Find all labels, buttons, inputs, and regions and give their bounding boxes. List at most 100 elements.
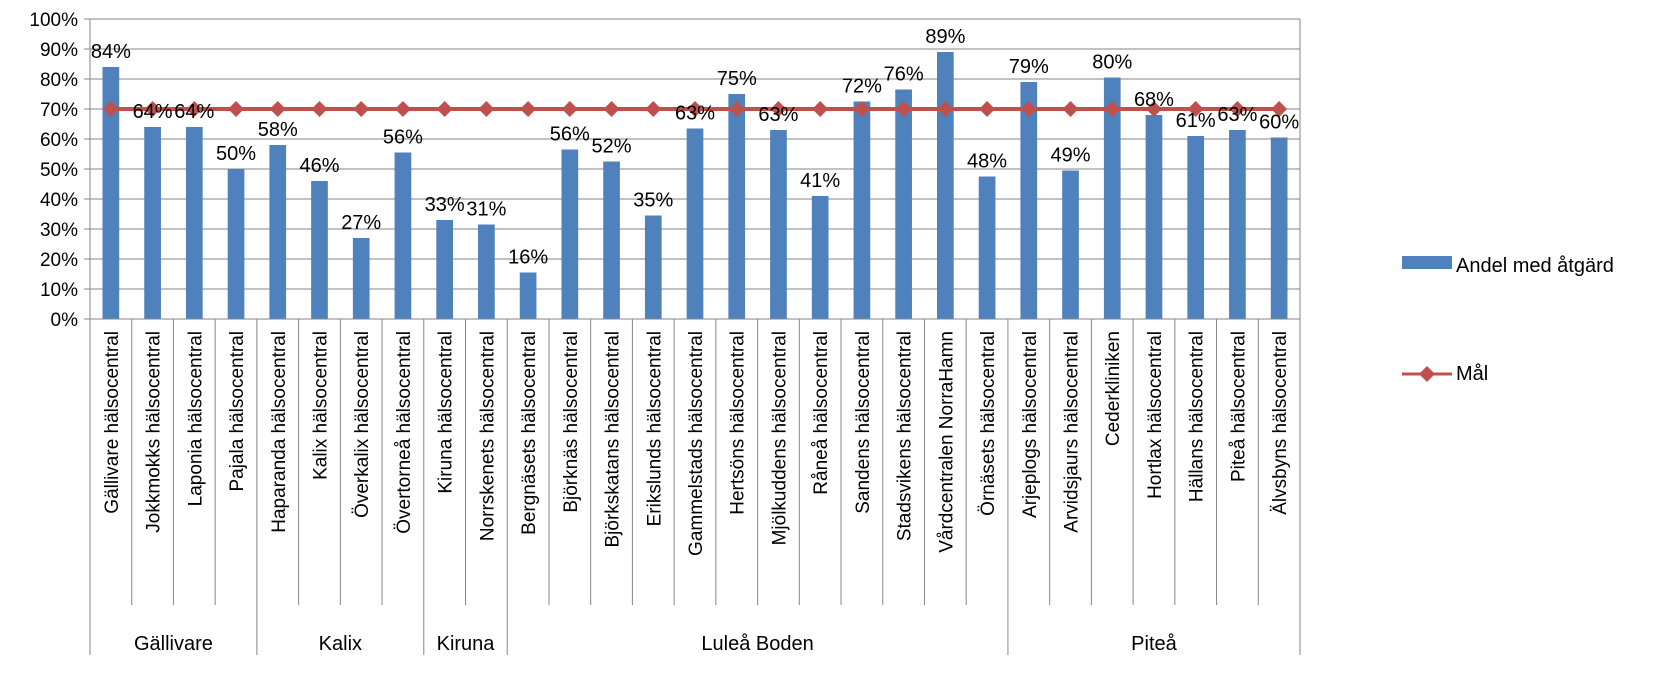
data-label: 79% xyxy=(1009,56,1049,78)
target-marker xyxy=(770,101,787,117)
target-marker xyxy=(728,101,745,117)
target-marker xyxy=(561,101,578,117)
target-marker xyxy=(144,101,161,117)
category-label: Älvsbyns hälsocentral xyxy=(1270,331,1291,515)
legend-line-swatch xyxy=(1402,366,1452,382)
data-label: 63% xyxy=(758,104,798,126)
data-label: 68% xyxy=(1134,89,1174,111)
category-label: Björknäs hälsocentral xyxy=(561,331,582,513)
y-tick-label: 70% xyxy=(40,100,78,121)
bar xyxy=(728,94,746,319)
y-tick-label: 20% xyxy=(40,250,78,271)
data-label: 35% xyxy=(633,190,673,212)
category-label: Råneå hälsocentral xyxy=(811,331,832,495)
data-label: 72% xyxy=(842,76,882,98)
bar xyxy=(102,67,120,319)
data-label: 64% xyxy=(133,101,173,123)
data-label: 84% xyxy=(91,41,131,63)
data-label: 75% xyxy=(717,68,757,90)
target-marker xyxy=(102,101,119,117)
target-marker xyxy=(1104,101,1121,117)
category-label: Kiruna hälsocentral xyxy=(436,331,457,494)
data-label: 31% xyxy=(466,199,506,221)
bar xyxy=(478,224,495,319)
target-marker xyxy=(1187,101,1204,117)
y-tick-label: 40% xyxy=(40,190,78,211)
category-label: Björkskatans hälsocentral xyxy=(603,331,624,548)
bar-series xyxy=(102,52,1288,319)
data-label: 49% xyxy=(1051,145,1091,167)
y-tick-label: 80% xyxy=(40,70,78,91)
group-label: Gällivare xyxy=(134,633,213,655)
target-marker xyxy=(853,101,870,117)
category-label: Mjölkuddens hälsocentral xyxy=(769,331,790,545)
bar xyxy=(227,169,245,319)
category-label: Norrskenets hälsocentral xyxy=(477,331,498,541)
group-label: Kalix xyxy=(319,633,362,655)
bar xyxy=(1187,136,1205,319)
data-label: 56% xyxy=(383,127,423,149)
bar xyxy=(1229,130,1246,319)
data-label: 89% xyxy=(925,26,965,48)
category-label: Vårdcentralen NorraHamn xyxy=(936,331,957,553)
y-tick-label: 90% xyxy=(40,40,78,61)
data-label: 76% xyxy=(884,64,924,86)
category-label: Övertorneå hälsocentral xyxy=(394,331,415,534)
target-marker xyxy=(1145,101,1162,117)
category-label: Hertsöns hälsocentral xyxy=(728,331,749,515)
bar xyxy=(1020,82,1038,319)
target-marker xyxy=(478,101,495,117)
target-marker xyxy=(394,101,411,117)
bar xyxy=(937,52,954,319)
bar xyxy=(895,89,912,319)
data-label: 27% xyxy=(341,212,381,234)
bar xyxy=(561,149,579,319)
bar xyxy=(978,176,996,319)
bar xyxy=(853,101,871,319)
target-marker xyxy=(520,101,537,117)
target-marker xyxy=(1229,101,1246,117)
group-label: Piteå xyxy=(1131,633,1177,655)
category-label: Laponia hälsocentral xyxy=(185,331,206,506)
target-marker xyxy=(353,101,370,117)
group-label: Luleå Boden xyxy=(701,633,813,655)
bar xyxy=(770,130,787,319)
bar xyxy=(686,128,704,319)
y-tick-label: 60% xyxy=(40,130,78,151)
target-marker xyxy=(1020,101,1037,117)
data-label: 60% xyxy=(1259,112,1299,134)
y-tick-label: 10% xyxy=(40,280,78,301)
category-label: Pajala hälsocentral xyxy=(227,331,248,492)
category-label: Örnäsets hälsocentral xyxy=(978,331,999,516)
data-label: 52% xyxy=(592,136,632,158)
category-label: Överkalix hälsocentral xyxy=(352,331,373,518)
bar xyxy=(1062,170,1079,319)
target-marker xyxy=(645,101,662,117)
y-tick-label: 30% xyxy=(40,220,78,241)
legend-bar-label: Andel med åtgärd xyxy=(1456,255,1614,277)
axes: 0% 10% 20% 30% 40% 50% 60% 70% 80% 90% 100% Gälliva… xyxy=(29,10,1301,655)
target-marker xyxy=(812,101,829,117)
target-marker xyxy=(979,101,996,117)
bar xyxy=(1103,77,1121,319)
category-label: Gällivare hälsocentral xyxy=(102,331,123,514)
target-line-series xyxy=(102,101,1288,117)
bar xyxy=(811,196,829,319)
category-label: Kalix hälsocentral xyxy=(310,331,331,480)
target-marker xyxy=(687,101,703,117)
category-label: Arvidsjaurs hälsocentral xyxy=(1062,331,1083,533)
data-label: 48% xyxy=(967,151,1007,173)
bar xyxy=(394,152,412,319)
target-marker xyxy=(603,101,620,117)
group-label: Kiruna xyxy=(437,633,496,655)
bar xyxy=(269,145,287,319)
bar xyxy=(185,127,203,319)
y-tick-label: 50% xyxy=(40,160,78,181)
bar xyxy=(311,181,328,319)
data-label: 63% xyxy=(1217,104,1257,126)
category-label: Haparanda hälsocentral xyxy=(269,331,290,533)
category-label: Hortlax hälsocentral xyxy=(1145,331,1166,499)
target-marker xyxy=(311,101,328,117)
target-marker xyxy=(436,101,453,117)
